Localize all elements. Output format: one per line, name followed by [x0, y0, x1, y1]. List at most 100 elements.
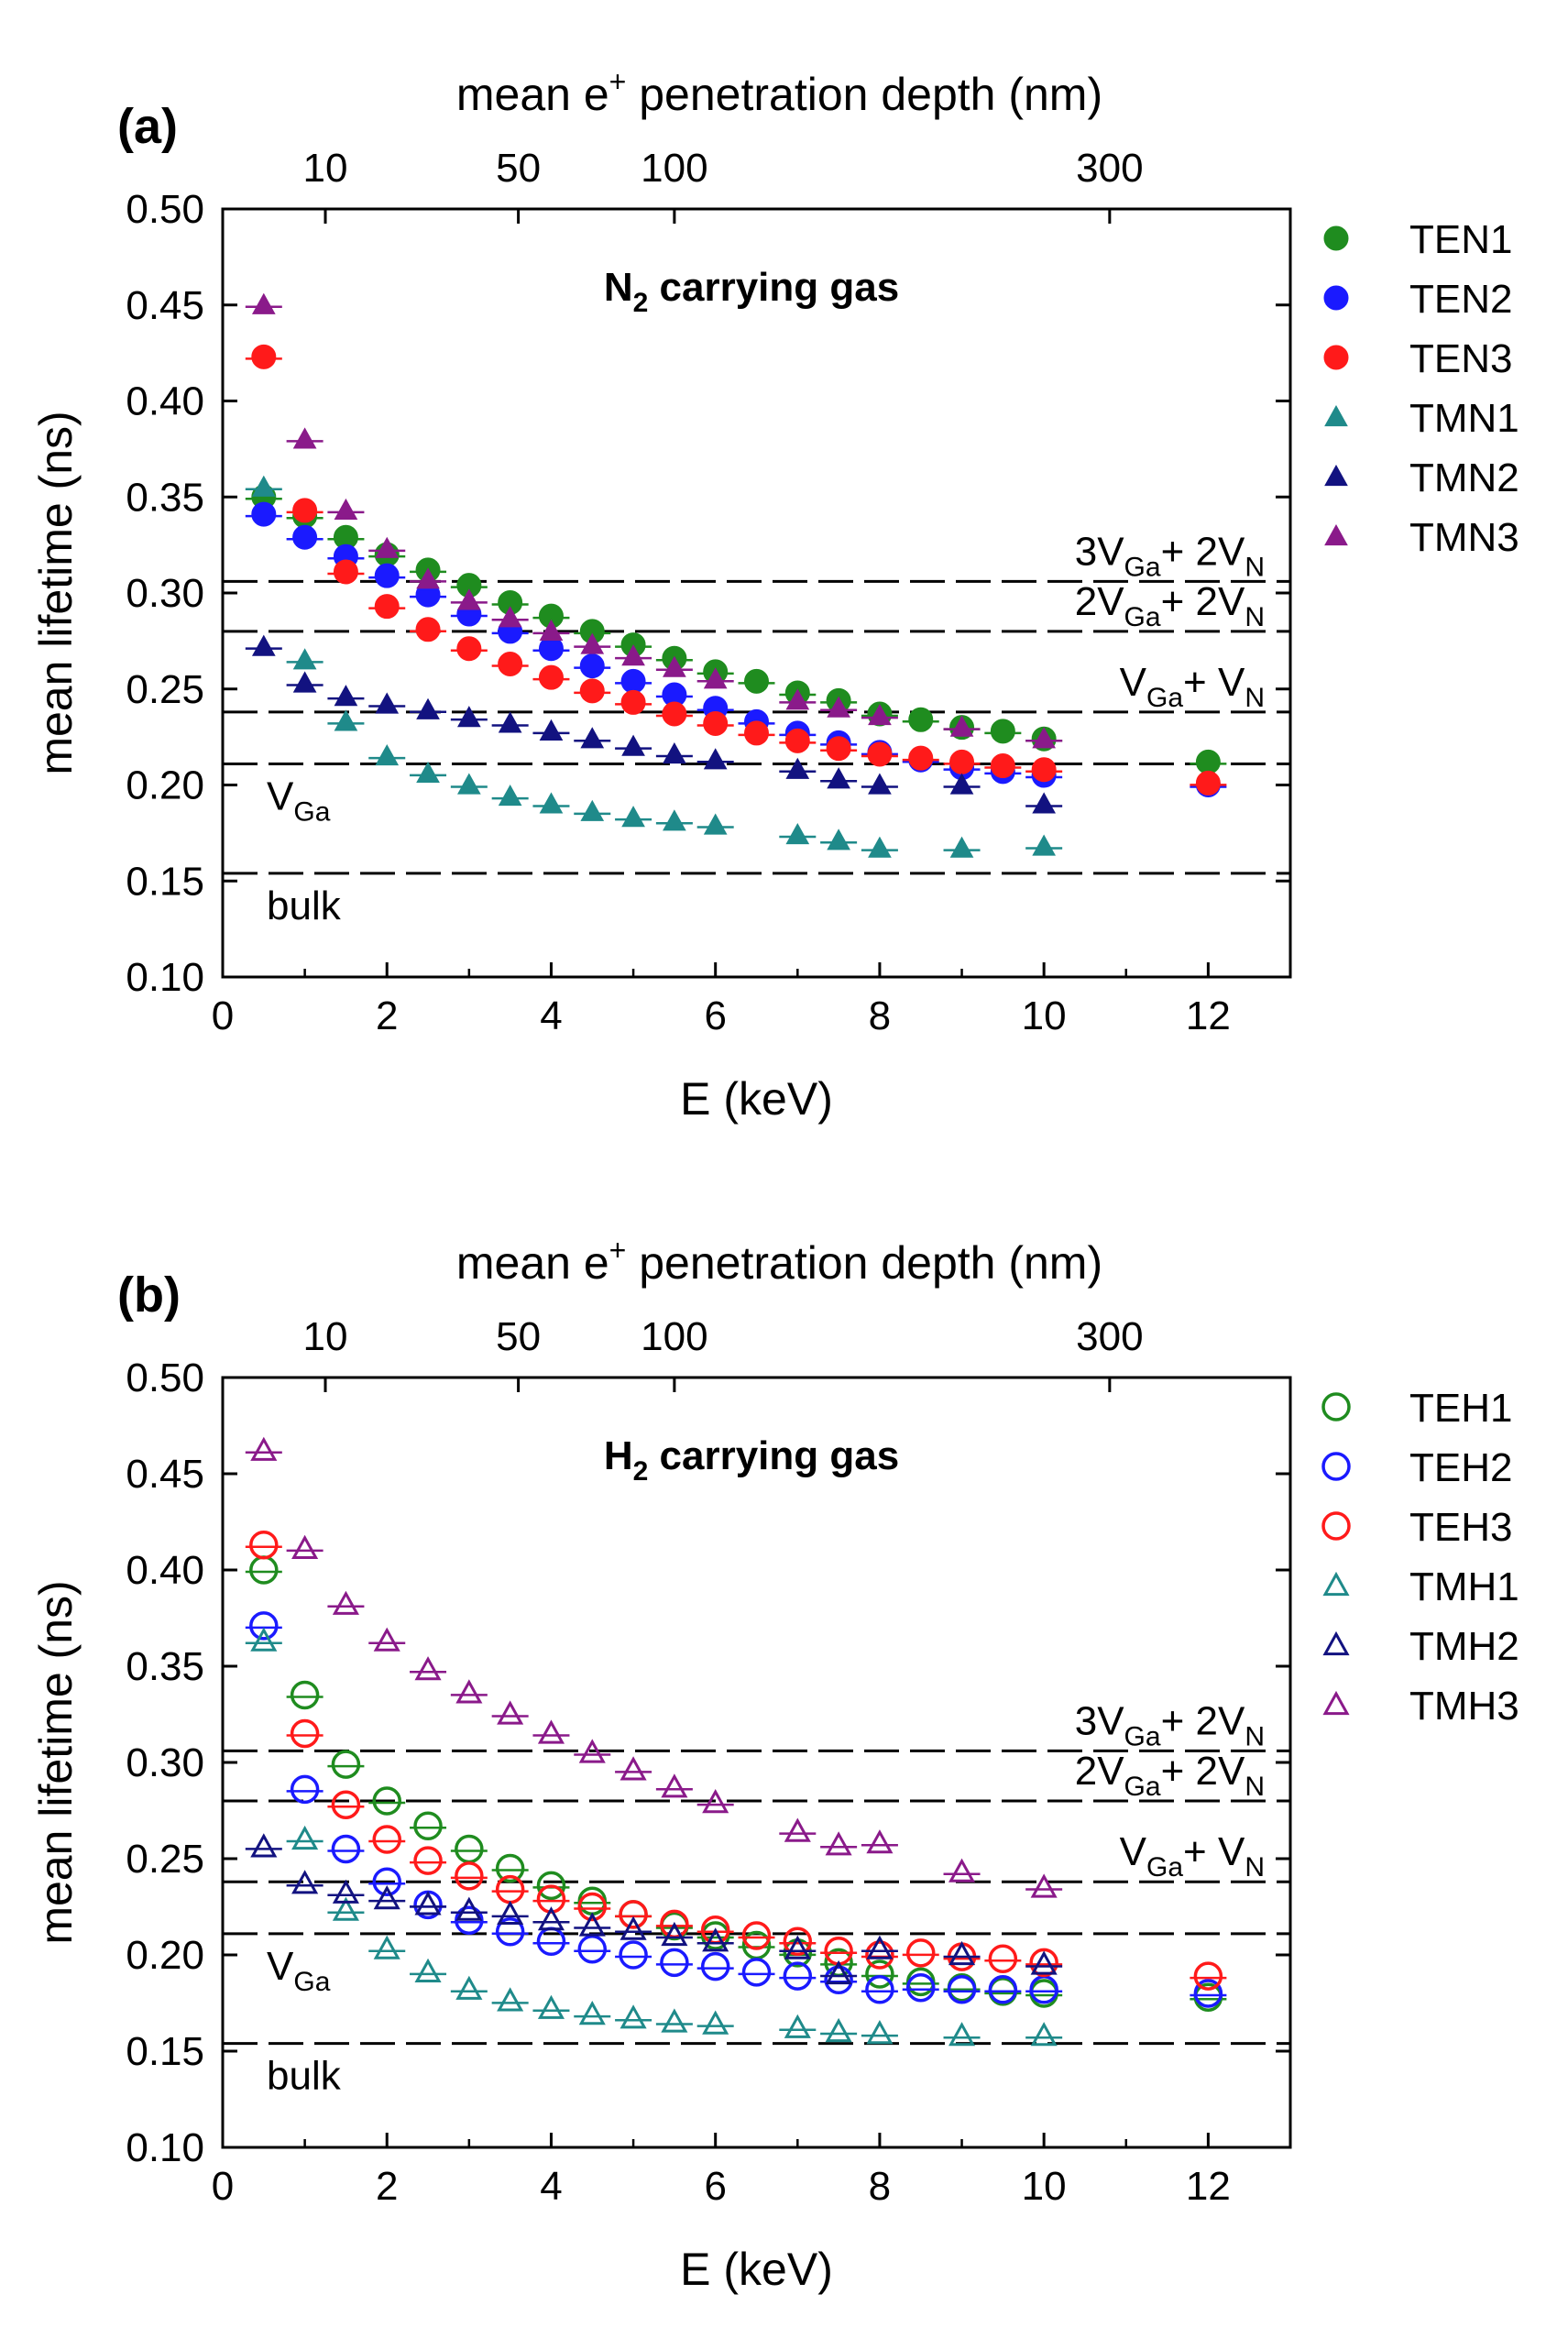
- data-point-TMN3: [703, 667, 728, 689]
- legend-label: TEH2: [1409, 1445, 1512, 1490]
- reference-label-text: + 2V: [1161, 1749, 1245, 1794]
- data-point-TEN3: [620, 689, 646, 715]
- data-point-TEN3: [949, 749, 975, 774]
- data-point-TMN3: [416, 567, 440, 589]
- x-axis-label: E (keV): [680, 2244, 833, 2295]
- reference-line-label: VGa+ VN: [1120, 1829, 1265, 1882]
- legend-item-TMH1: TMH1: [1322, 1564, 1519, 1609]
- data-point-TMN3: [539, 619, 564, 641]
- data-point-TEH2: [536, 1926, 566, 1957]
- reference-label-text: V: [1120, 1829, 1147, 1874]
- y-tick-label: 0.45: [126, 283, 204, 328]
- x-tick-label: 0: [212, 993, 234, 1038]
- top-axis-label-text: mean e: [456, 69, 609, 120]
- data-point-TMH3: [332, 1590, 359, 1615]
- x-tick-label: 12: [1186, 993, 1231, 1038]
- legend-label: TMN2: [1409, 456, 1519, 500]
- reference-line-label: 3VGa+ 2VN: [1075, 1698, 1265, 1751]
- data-point-TMH3: [373, 1627, 400, 1652]
- reference-label-text: V: [267, 774, 294, 818]
- top-tick-label: 100: [641, 146, 707, 191]
- top-tick-label: 300: [1076, 1314, 1143, 1359]
- data-point-TEH2: [741, 1958, 772, 1987]
- legend-item-TMN2: TMN2: [1324, 456, 1519, 500]
- data-point-TEH3: [905, 1938, 936, 1968]
- data-point-TEH3: [413, 1846, 443, 1875]
- legend-item-TMH3: TMH3: [1322, 1684, 1519, 1729]
- reference-label-subscript: N: [1245, 1852, 1265, 1882]
- reference-label-subscript: Ga: [1146, 683, 1183, 713]
- reference-label-text: + 2V: [1161, 579, 1245, 624]
- data-point-TEH2: [824, 1965, 853, 1995]
- y-tick-label: 0.50: [126, 187, 204, 232]
- data-point-TEH1: [331, 1750, 361, 1779]
- data-point-TMH2: [661, 1921, 688, 1947]
- data-point-TEH2: [865, 1975, 894, 2004]
- legend-label: TMH3: [1409, 1684, 1519, 1729]
- data-point-TMH1: [414, 1958, 442, 1982]
- y-tick-label: 0.45: [126, 1452, 204, 1497]
- data-point-TMH2: [948, 1940, 976, 1966]
- top-axis-label-superscript: +: [609, 65, 627, 98]
- data-point-TEN2: [579, 653, 605, 679]
- reference-line-label: bulk: [267, 2054, 342, 2099]
- data-point-TMN3: [663, 655, 686, 677]
- x-tick-label: 8: [869, 2164, 891, 2209]
- data-point-TMN3: [375, 536, 400, 558]
- data-point-TEH2: [905, 1972, 936, 2003]
- data-point-TMN2: [621, 734, 645, 756]
- legend-marker: [1321, 1511, 1351, 1541]
- data-point-TEH3: [249, 1530, 279, 1560]
- data-point-TMH3: [1030, 1873, 1058, 1898]
- data-point-TEN3: [374, 594, 400, 620]
- data-point-TMN2: [663, 741, 686, 764]
- reference-label-text: + 2V: [1161, 1698, 1245, 1743]
- reference-label-subscript: N: [1245, 683, 1265, 713]
- data-point-TMH3: [414, 1656, 442, 1681]
- data-point-TEN3: [292, 498, 318, 523]
- data-point-TEH2: [619, 1940, 648, 1970]
- data-point-TMH2: [414, 1891, 442, 1915]
- x-tick-label: 6: [704, 993, 726, 1038]
- legend-item-TEH3: TEH3: [1321, 1505, 1512, 1550]
- y-tick-label: 0.10: [126, 2125, 204, 2170]
- data-point-TMN3: [949, 715, 974, 737]
- y-tick-label: 0.30: [126, 1740, 204, 1785]
- reference-line-label: VGa: [267, 774, 331, 827]
- data-point-TMN3: [621, 644, 645, 666]
- data-point-TMN1: [1032, 834, 1057, 856]
- data-point-TMN1: [498, 785, 522, 807]
- y-tick-label: 0.40: [126, 379, 204, 424]
- plot-frame: [221, 1376, 1292, 2149]
- y-tick-label: 0.20: [126, 763, 204, 808]
- reference-label-subscript: Ga: [1124, 1721, 1161, 1751]
- data-point-TMH3: [825, 1831, 852, 1856]
- data-point-TMH3: [661, 1773, 688, 1798]
- data-point-TMN2: [949, 773, 974, 795]
- data-point-TEH2: [1029, 1975, 1058, 2004]
- data-point-TMN3: [334, 498, 358, 521]
- data-point-TMH1: [291, 1825, 319, 1850]
- data-point-TEN3: [579, 678, 605, 704]
- data-point-TEH2: [947, 1975, 977, 2004]
- data-point-TMH3: [291, 1534, 319, 1559]
- data-point-TMH3: [497, 1700, 524, 1725]
- legend-item-TEN1: TEN1: [1323, 217, 1512, 262]
- data-point-TMH3: [620, 1756, 647, 1781]
- data-point-TEN3: [1195, 770, 1221, 796]
- x-tick-label: 12: [1186, 2164, 1231, 2209]
- data-point-TEH3: [577, 1892, 608, 1922]
- reference-label-subscript: N: [1245, 552, 1265, 582]
- reference-label-subscript: N: [1245, 1721, 1265, 1751]
- reference-label-text: + 2V: [1161, 529, 1245, 574]
- y-tick-label: 0.25: [126, 1837, 204, 1882]
- legend-label: TMH2: [1409, 1624, 1519, 1669]
- data-point-TMH2: [702, 1927, 729, 1952]
- reference-label-text: V: [267, 1944, 294, 1989]
- data-point-TMH2: [866, 1935, 894, 1959]
- data-point-TEH3: [1193, 1961, 1223, 1991]
- data-point-TMH3: [702, 1789, 729, 1814]
- data-point-TMN1: [703, 813, 728, 835]
- data-point-TMN1: [416, 761, 440, 784]
